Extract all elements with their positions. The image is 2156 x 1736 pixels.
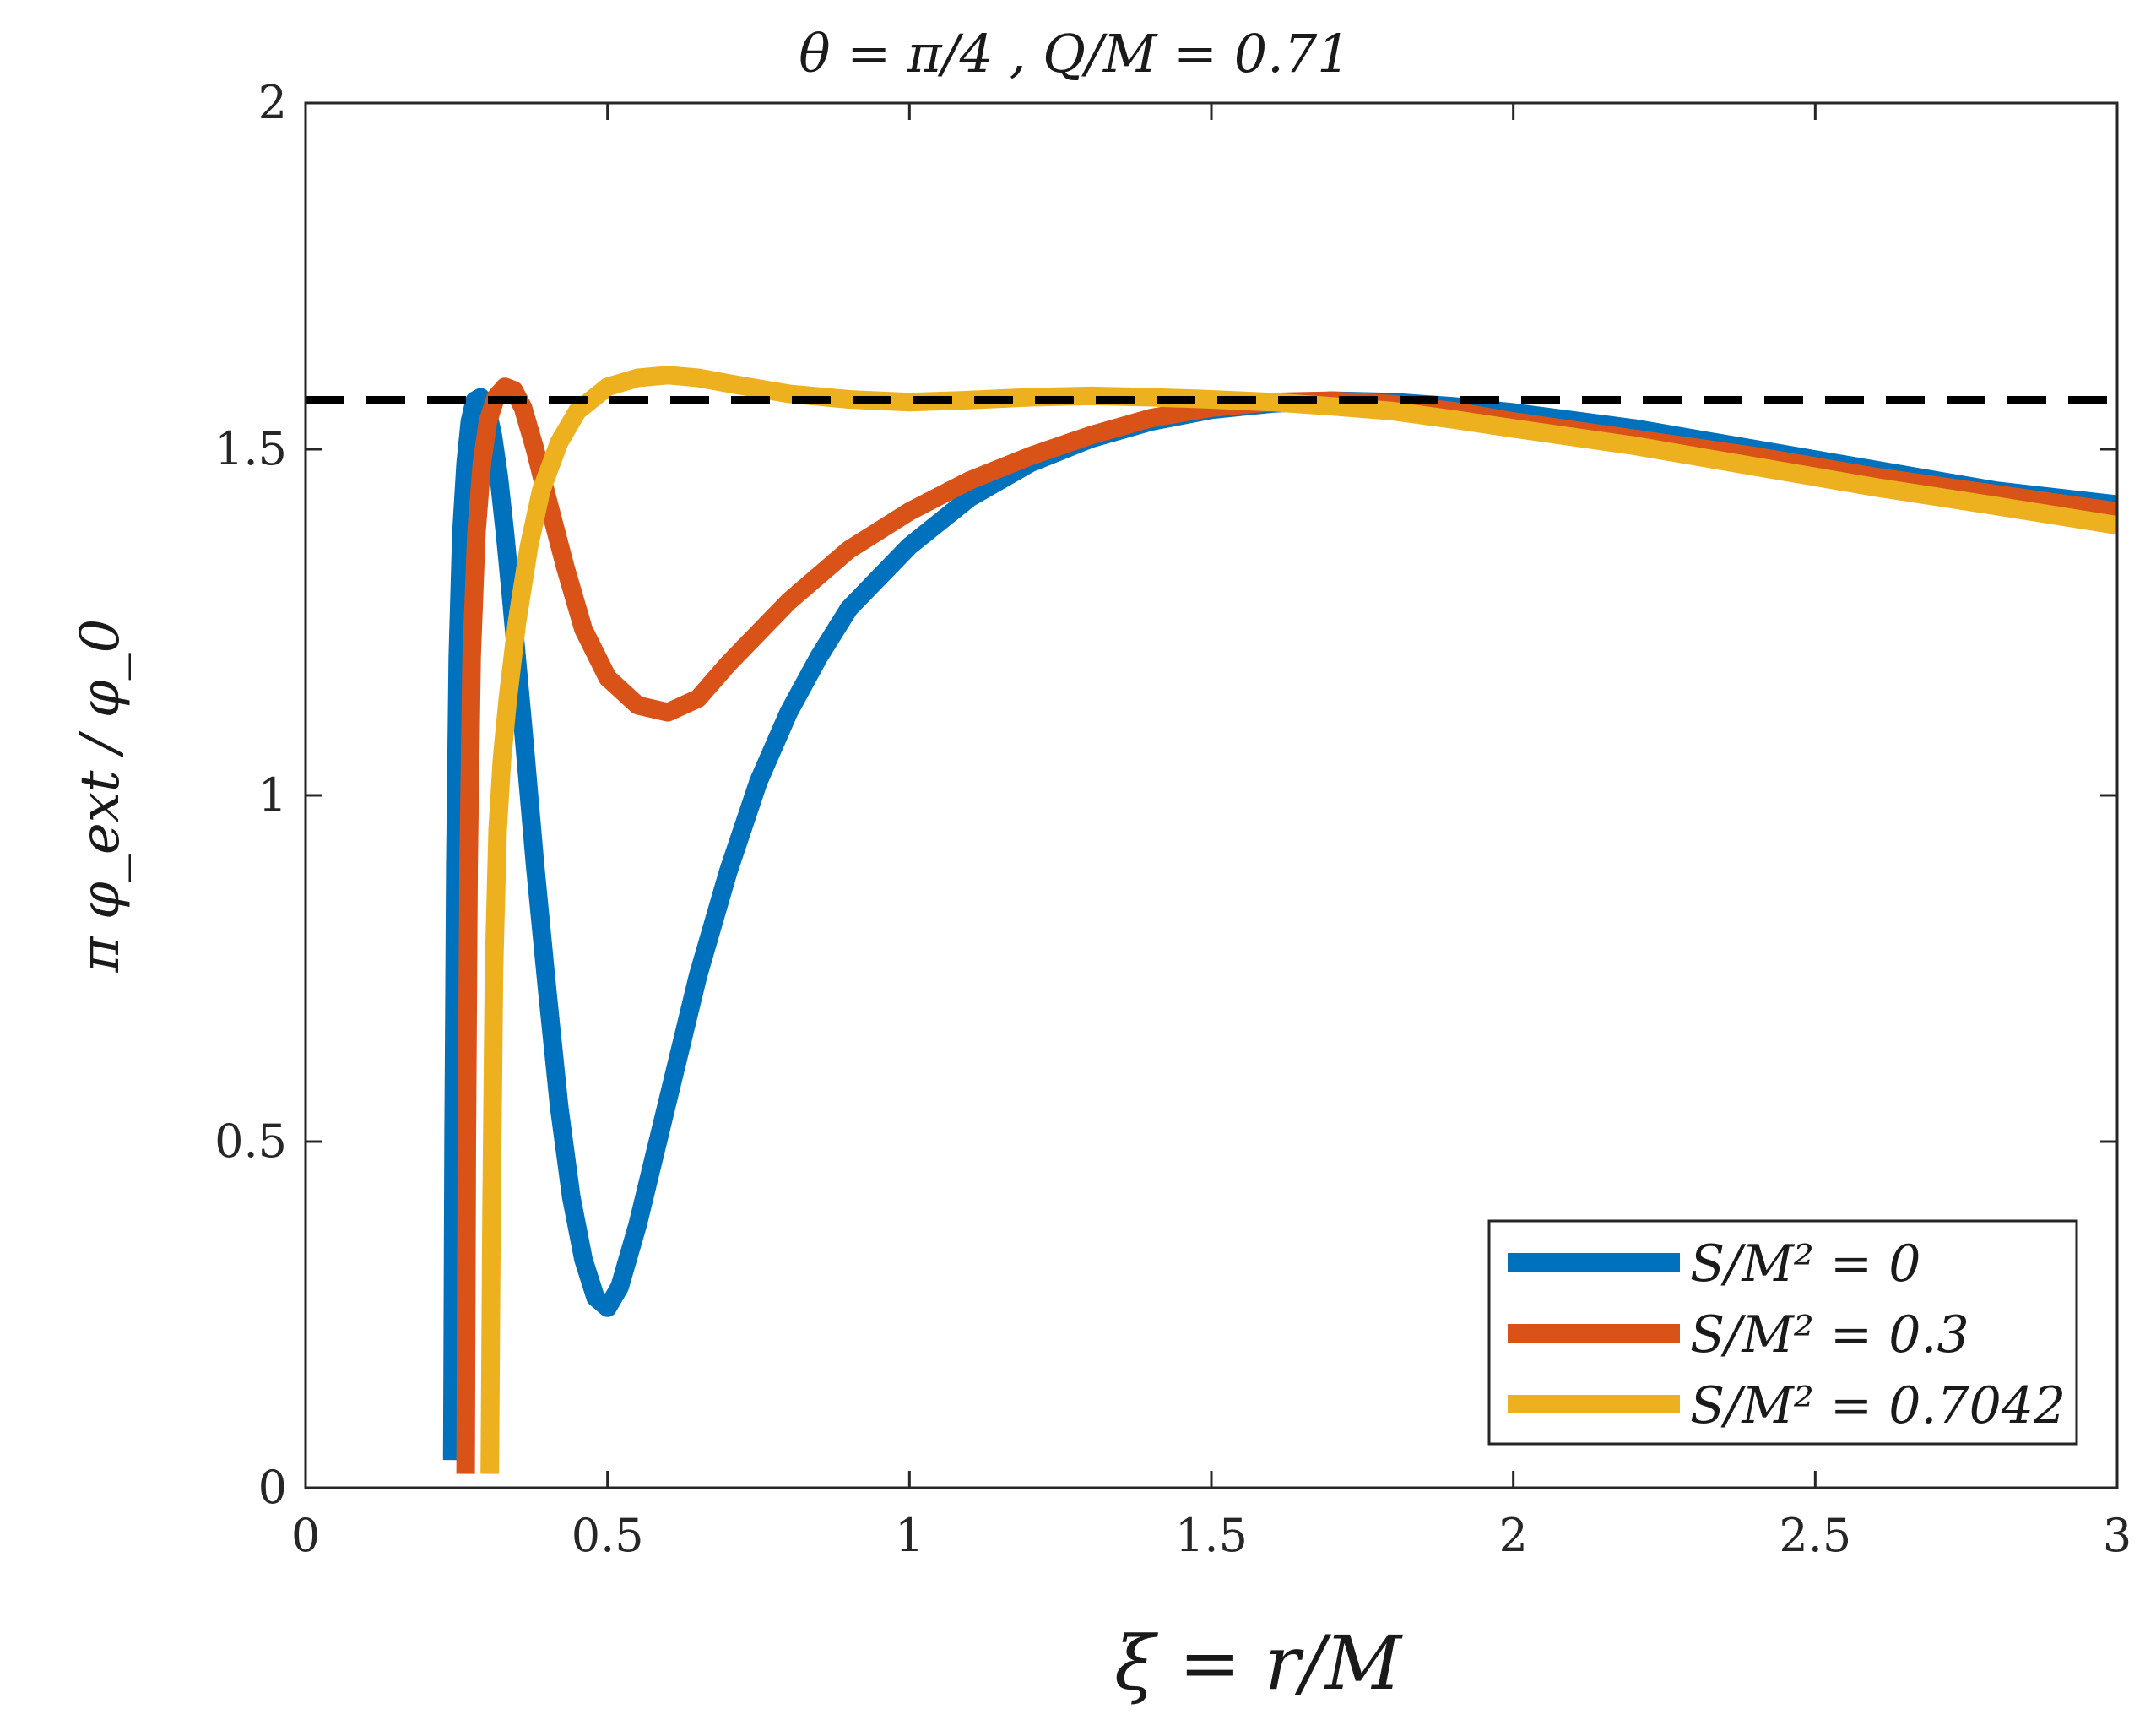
x-tick-label: 1 (895, 1509, 924, 1562)
x-tick-label: 3 (2103, 1509, 2132, 1562)
x-tick-label: 1.5 (1175, 1509, 1248, 1562)
x-tick-label: 0.5 (572, 1509, 644, 1562)
x-axis-label: ξ = r/M (1114, 1619, 1403, 1706)
y-tick-label: 0 (258, 1461, 287, 1514)
x-tick-label: 2.5 (1779, 1509, 1851, 1562)
legend-label-2: S/M² = 0.7042 (1690, 1376, 2066, 1435)
chart-title: θ = π/4 , Q/M = 0.71 (799, 23, 1351, 84)
x-axis: 0 0.5 1 1.5 2 2.5 3 (291, 103, 2132, 1562)
legend: S/M² = 0 S/M² = 0.3 S/M² = 0.7042 (1487, 1219, 2078, 1446)
legend-label-0: S/M² = 0 (1690, 1234, 1920, 1294)
y-tick-label: 1 (258, 768, 287, 822)
legend-label-1: S/M² = 0.3 (1690, 1305, 1969, 1364)
x-tick-label: 2 (1498, 1509, 1527, 1562)
y-tick-label: 2 (258, 76, 287, 129)
y-tick-label: 0.5 (214, 1115, 287, 1168)
y-axis: 0 0.5 1 1.5 2 (214, 76, 2117, 1514)
y-axis-label: π φ_ext / φ_0 (69, 619, 132, 974)
y-tick-label: 1.5 (214, 422, 287, 475)
x-tick-label: 0 (291, 1509, 320, 1562)
